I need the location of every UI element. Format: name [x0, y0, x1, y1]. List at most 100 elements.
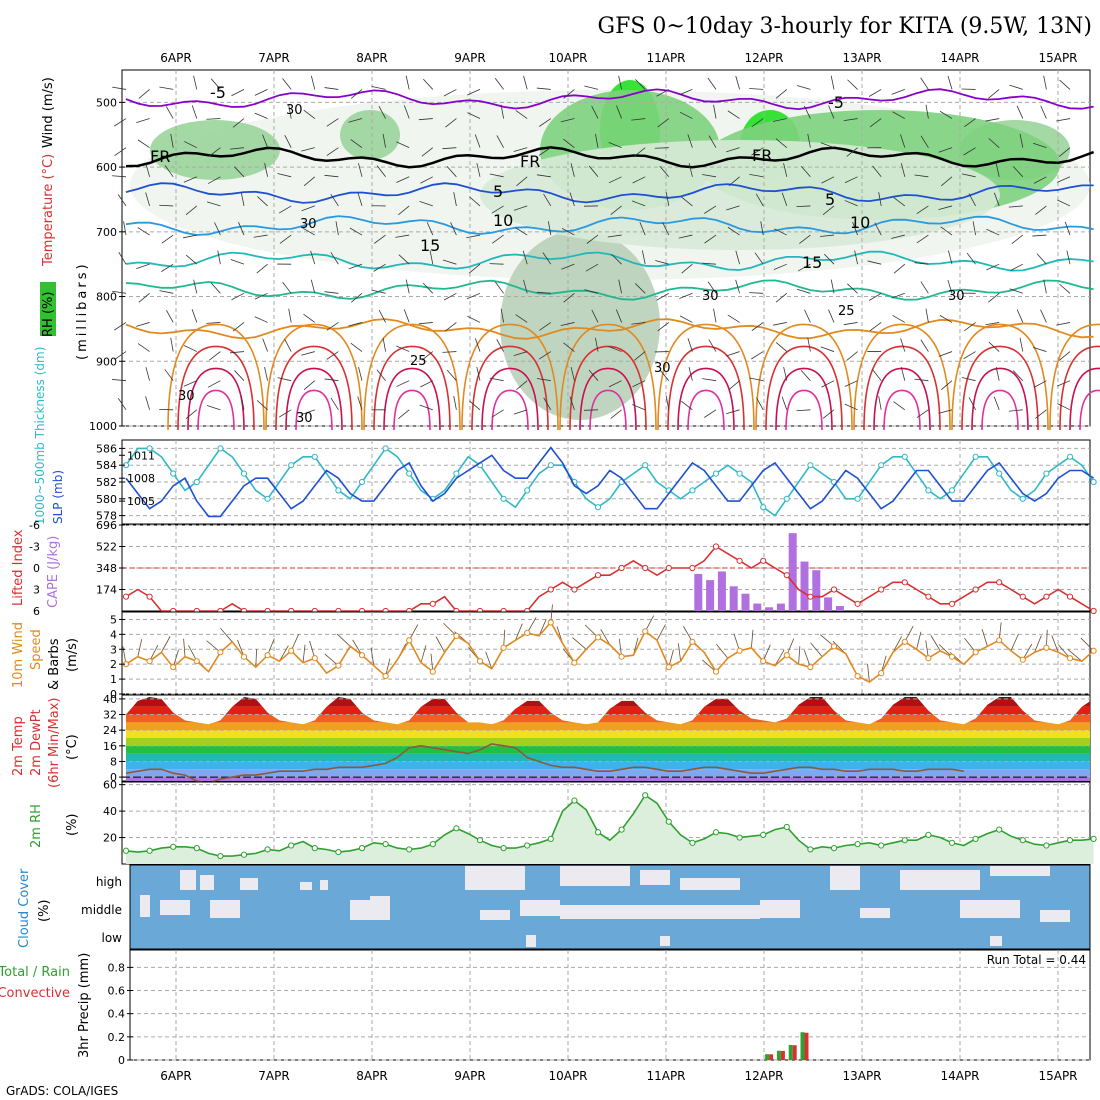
cloud-block: [640, 870, 670, 885]
wind-barb: [301, 351, 315, 356]
wind-barb: [772, 322, 787, 326]
wind-barb: [543, 397, 552, 411]
wind-speed-line-marker: [1043, 644, 1050, 651]
rh-line-marker: [406, 846, 413, 853]
wind10m-barb: [798, 646, 801, 665]
wind-barb: [513, 147, 528, 152]
surface-isotherm-arc: [765, 345, 843, 431]
date-label-bottom: 14APR: [940, 1069, 979, 1083]
wind-barb: [616, 105, 622, 119]
y-tick-label: 1000: [89, 420, 117, 433]
wind-barb: [985, 322, 1000, 326]
wind-barb: [775, 138, 788, 148]
cape-bar: [812, 570, 821, 611]
wind-barb: [418, 118, 433, 121]
wind10m-barb: [916, 631, 922, 650]
dewpt2m-label: 2m DewPt: [29, 709, 44, 776]
thickness-line-marker: [288, 462, 295, 469]
wind-barb: [925, 104, 929, 119]
wind10m-label: 10m Wind: [11, 622, 26, 688]
wind-barb: [940, 226, 953, 236]
wind10m-barb: [515, 623, 523, 641]
wind-barb: [687, 134, 693, 148]
wind-barb: [985, 118, 1000, 122]
wind-barb: [398, 205, 410, 216]
wind-barb: [561, 263, 575, 270]
wind-barb: [735, 250, 740, 265]
wind-barb: [1043, 279, 1047, 294]
li-line-marker: [901, 579, 908, 586]
wind-barb: [1016, 105, 1024, 119]
wind-barb: [376, 165, 386, 178]
wind-barb: [727, 226, 740, 236]
wind-barb: [358, 367, 363, 381]
wind-barb: [279, 409, 292, 418]
wind-barb: [631, 118, 646, 121]
wind-barb: [284, 135, 292, 148]
wind-barb: [185, 205, 198, 216]
wind-barb: [214, 222, 221, 236]
temp-band: [126, 730, 1090, 738]
slp-label: SLP (mb): [51, 470, 65, 524]
li-line-marker: [854, 600, 861, 607]
wind-barb: [539, 322, 552, 331]
surface-isotherm-arc: [569, 345, 647, 431]
wind-barb: [492, 234, 504, 244]
y-tick-label: 522: [96, 541, 117, 554]
wind-barb: [231, 292, 245, 301]
wind-barb: [713, 308, 717, 323]
wind-barb: [183, 345, 197, 352]
cape-bar: [694, 573, 703, 611]
wind-barb: [678, 234, 693, 239]
wind-barb: [869, 322, 882, 332]
wind-barb: [588, 165, 599, 178]
wind10m-barb: [161, 636, 171, 653]
wind-barb: [591, 309, 599, 323]
surface-isotherm-arc: [775, 367, 833, 431]
wind-barb: [445, 118, 457, 128]
rh-line-marker: [524, 842, 531, 849]
isotherm-line: [125, 182, 1094, 204]
wind-barb: [232, 322, 245, 332]
thickness-line: [125, 447, 1095, 517]
isotherm-line: [125, 88, 1094, 111]
contour-label: 30: [654, 361, 671, 376]
rh-line-marker: [712, 829, 720, 836]
wind-barb: [536, 291, 551, 294]
wind10m-barb: [1067, 649, 1083, 662]
wind-barb: [914, 378, 929, 382]
wind-barb: [161, 234, 174, 244]
date-label-bottom: 9APR: [454, 1069, 485, 1083]
wind-barb: [468, 263, 481, 274]
wind-barb: [964, 118, 976, 128]
wind-speed-line-marker: [264, 652, 271, 659]
wind-barb: [254, 89, 268, 96]
precip-conv-bar: [780, 1050, 785, 1060]
wind-barb: [442, 147, 457, 150]
rh-line-marker: [1066, 837, 1074, 844]
cloud-label: Cloud Cover: [17, 868, 32, 948]
cloud-block: [990, 866, 1050, 876]
cloud-block: [140, 895, 150, 917]
contour-label: 10: [850, 213, 870, 232]
li-line-marker: [665, 564, 672, 572]
li-tick-label: 3: [33, 584, 40, 597]
thickness-line-marker: [1090, 478, 1097, 486]
wind-barb: [735, 279, 740, 294]
surface-isotherm-arc: [883, 389, 921, 431]
wind-speed-line-marker: [524, 629, 531, 636]
surface-isotherm-arc: [295, 389, 333, 431]
wind-speed-line-marker: [500, 644, 507, 651]
rh2m-panel: 20 40 60 2m RH (%): [29, 779, 1097, 865]
wind-barb: [206, 405, 221, 411]
rh-line-marker: [1043, 842, 1050, 849]
wind-barb: [145, 192, 150, 207]
wind-barb: [775, 89, 788, 99]
y-tick-label: 696: [96, 519, 117, 532]
surface-isotherm-arc: [1079, 389, 1100, 431]
date-label-bottom: 15APR: [1038, 1069, 1077, 1083]
cloud-block: [160, 900, 190, 915]
wind-barb: [607, 234, 622, 238]
cloud-block: [526, 935, 536, 947]
surface-isotherm-arc: [1059, 345, 1100, 431]
